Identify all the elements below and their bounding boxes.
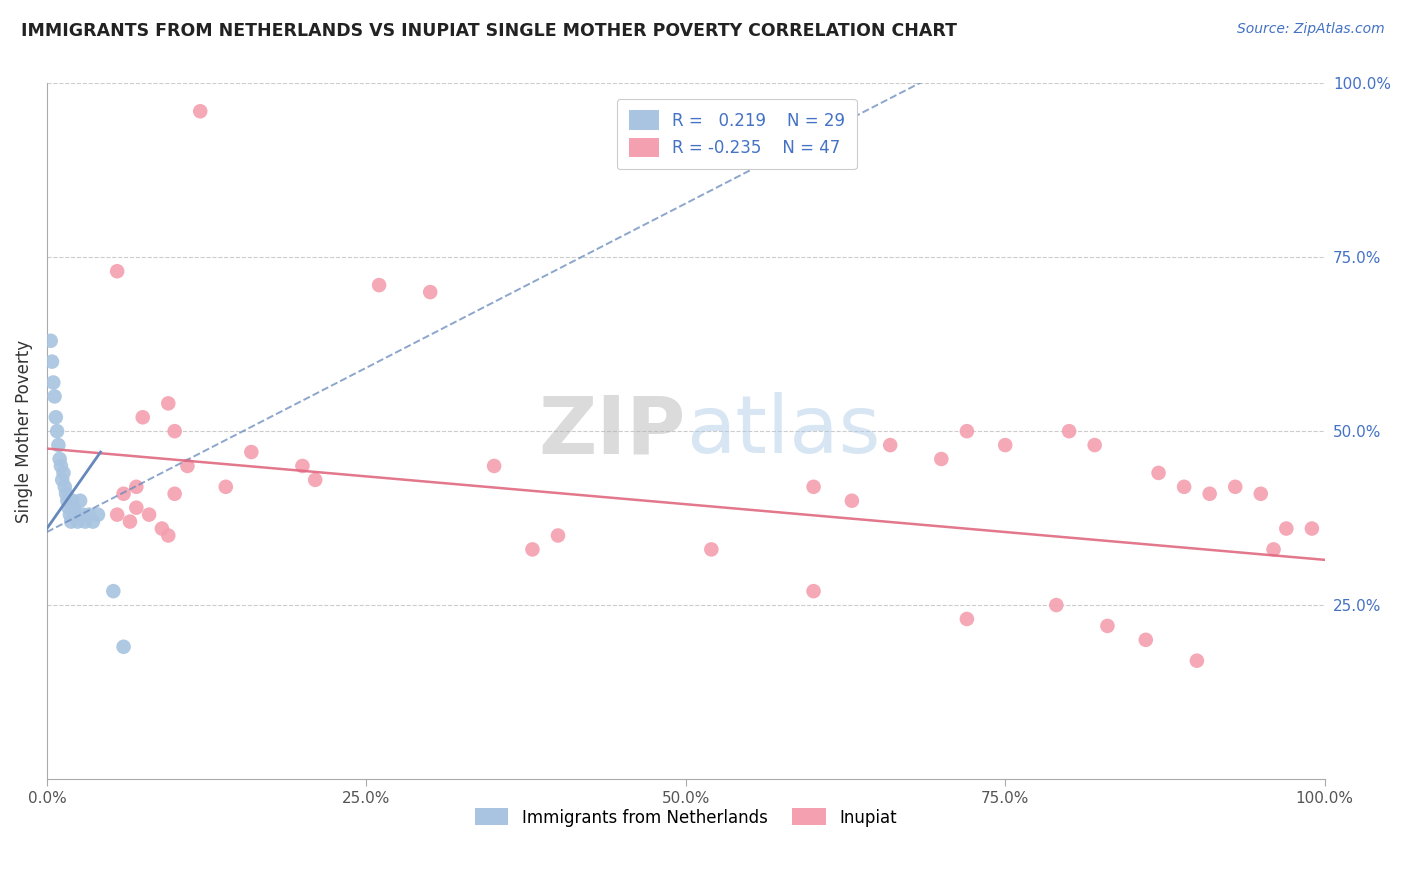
Point [163, 424, 186, 438]
Point [1275, 522, 1298, 536]
Point [931, 452, 953, 467]
Point [1185, 654, 1208, 668]
Point [157, 528, 180, 542]
Point [112, 487, 135, 501]
Point [1147, 466, 1170, 480]
Point [41, 354, 63, 368]
Point [66, 515, 89, 529]
Point [105, 264, 128, 278]
Point [63, 508, 86, 522]
Legend: Immigrants from Netherlands, Inupiat: Immigrants from Netherlands, Inupiat [468, 802, 904, 833]
Point [956, 424, 979, 438]
Point [42, 376, 65, 390]
Point [44, 389, 66, 403]
Point [1250, 487, 1272, 501]
Text: IMMIGRANTS FROM NETHERLANDS VS INUPIAT SINGLE MOTHER POVERTY CORRELATION CHART: IMMIGRANTS FROM NETHERLANDS VS INUPIAT S… [21, 22, 957, 40]
Point [82, 515, 104, 529]
Point [53, 480, 76, 494]
Point [1135, 632, 1157, 647]
Point [240, 445, 263, 459]
Point [1057, 424, 1080, 438]
Point [51, 473, 73, 487]
Point [52, 466, 75, 480]
Point [700, 542, 723, 557]
Text: atlas: atlas [686, 392, 880, 470]
Point [48, 452, 70, 467]
Point [46, 424, 69, 438]
Point [1173, 480, 1195, 494]
Point [482, 458, 505, 473]
Point [103, 584, 125, 599]
Point [59, 508, 82, 522]
Point [956, 612, 979, 626]
Point [1225, 480, 1247, 494]
Point [45, 410, 67, 425]
Point [48, 438, 70, 452]
Point [69, 493, 91, 508]
Point [132, 410, 155, 425]
Point [72, 508, 94, 522]
Point [368, 278, 391, 293]
Point [522, 542, 544, 557]
Point [163, 487, 186, 501]
Point [157, 396, 180, 410]
Y-axis label: Single Mother Poverty: Single Mother Poverty [15, 340, 32, 523]
Point [125, 500, 148, 515]
Point [803, 584, 825, 599]
Point [105, 508, 128, 522]
Point [841, 493, 863, 508]
Point [1198, 487, 1220, 501]
Point [291, 458, 314, 473]
Point [60, 515, 83, 529]
Point [1097, 619, 1119, 633]
Point [176, 458, 198, 473]
Text: Source: ZipAtlas.com: Source: ZipAtlas.com [1237, 22, 1385, 37]
Point [56, 493, 79, 508]
Point [803, 480, 825, 494]
Point [150, 522, 173, 536]
Point [1301, 522, 1323, 536]
Point [1045, 598, 1067, 612]
Point [55, 487, 77, 501]
Point [125, 480, 148, 494]
Point [879, 438, 901, 452]
Point [188, 104, 211, 119]
Point [994, 438, 1017, 452]
Point [1263, 542, 1285, 557]
Point [62, 493, 84, 508]
Point [118, 515, 141, 529]
Point [215, 480, 238, 494]
Point [138, 508, 160, 522]
Point [1084, 438, 1107, 452]
Point [547, 528, 569, 542]
Point [77, 508, 100, 522]
Point [39, 334, 62, 348]
Point [75, 515, 97, 529]
Text: ZIP: ZIP [538, 392, 686, 470]
Point [419, 285, 441, 299]
Point [49, 458, 72, 473]
Point [87, 508, 110, 522]
Point [58, 500, 80, 515]
Point [112, 640, 135, 654]
Point [62, 500, 84, 515]
Point [304, 473, 326, 487]
